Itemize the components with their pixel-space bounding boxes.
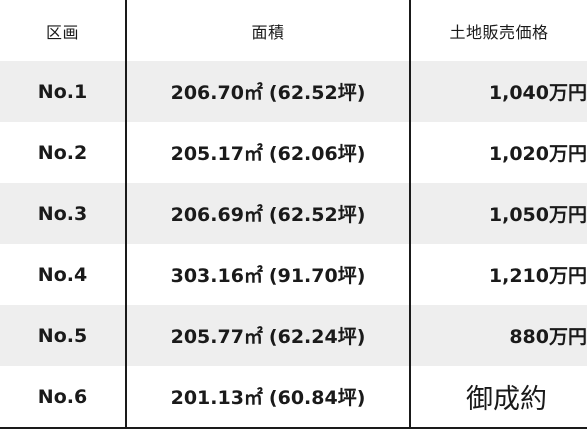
area-tsubo: (62.52坪) bbox=[268, 204, 366, 226]
price-cell: 1,210万円 bbox=[409, 244, 587, 305]
area-sqm: 205.17㎡ bbox=[170, 143, 263, 165]
price-cell: 1,020万円 bbox=[409, 122, 587, 183]
lot-number-cell: No.5 bbox=[0, 305, 126, 366]
area-sqm: 303.16㎡ bbox=[170, 265, 263, 287]
area-tsubo: (62.24坪) bbox=[268, 326, 366, 348]
header-row: 区画 面積 土地販売価格 bbox=[0, 0, 587, 61]
price-cell: 880万円 bbox=[409, 305, 587, 366]
area-cell: 201.13㎡ (60.84坪) bbox=[125, 366, 410, 429]
sold-status-cell: 御成約 bbox=[409, 366, 587, 429]
table-row: No.2 205.17㎡ (62.06坪) 1,020万円 bbox=[0, 122, 587, 183]
price-cell: 1,040万円 bbox=[409, 61, 587, 122]
area-cell: 206.70㎡ (62.52坪) bbox=[125, 61, 410, 122]
area-tsubo: (91.70坪) bbox=[268, 265, 366, 287]
price-cell: 1,050万円 bbox=[409, 183, 587, 244]
area-sqm: 206.69㎡ bbox=[170, 204, 263, 226]
table-row: No.4 303.16㎡ (91.70坪) 1,210万円 bbox=[0, 244, 587, 305]
header-lot: 区画 bbox=[0, 0, 126, 61]
area-tsubo: (62.52坪) bbox=[268, 82, 366, 104]
area-sqm: 201.13㎡ bbox=[170, 387, 263, 409]
area-cell: 205.17㎡ (62.06坪) bbox=[125, 122, 410, 183]
area-tsubo: (60.84坪) bbox=[268, 387, 366, 409]
lot-number-cell: No.1 bbox=[0, 61, 126, 122]
area-cell: 303.16㎡ (91.70坪) bbox=[125, 244, 410, 305]
header-area: 面積 bbox=[125, 0, 410, 61]
area-sqm: 205.77㎡ bbox=[170, 326, 263, 348]
table-row: No.1 206.70㎡ (62.52坪) 1,040万円 bbox=[0, 61, 587, 122]
table-row: No.3 206.69㎡ (62.52坪) 1,050万円 bbox=[0, 183, 587, 244]
lot-number-cell: No.3 bbox=[0, 183, 126, 244]
area-cell: 206.69㎡ (62.52坪) bbox=[125, 183, 410, 244]
lot-number-cell: No.6 bbox=[0, 366, 126, 429]
lot-number-cell: No.2 bbox=[0, 122, 126, 183]
table-row: No.5 205.77㎡ (62.24坪) 880万円 bbox=[0, 305, 587, 366]
area-cell: 205.77㎡ (62.24坪) bbox=[125, 305, 410, 366]
lot-number-cell: No.4 bbox=[0, 244, 126, 305]
header-price: 土地販売価格 bbox=[409, 0, 587, 61]
area-sqm: 206.70㎡ bbox=[170, 82, 263, 104]
table-body: No.1 206.70㎡ (62.52坪) 1,040万円 No.2 205.17… bbox=[0, 61, 587, 429]
table-header: 区画 面積 土地販売価格 bbox=[0, 0, 587, 61]
area-tsubo: (62.06坪) bbox=[268, 143, 366, 165]
table-row: No.6 201.13㎡ (60.84坪) 御成約 bbox=[0, 366, 587, 429]
